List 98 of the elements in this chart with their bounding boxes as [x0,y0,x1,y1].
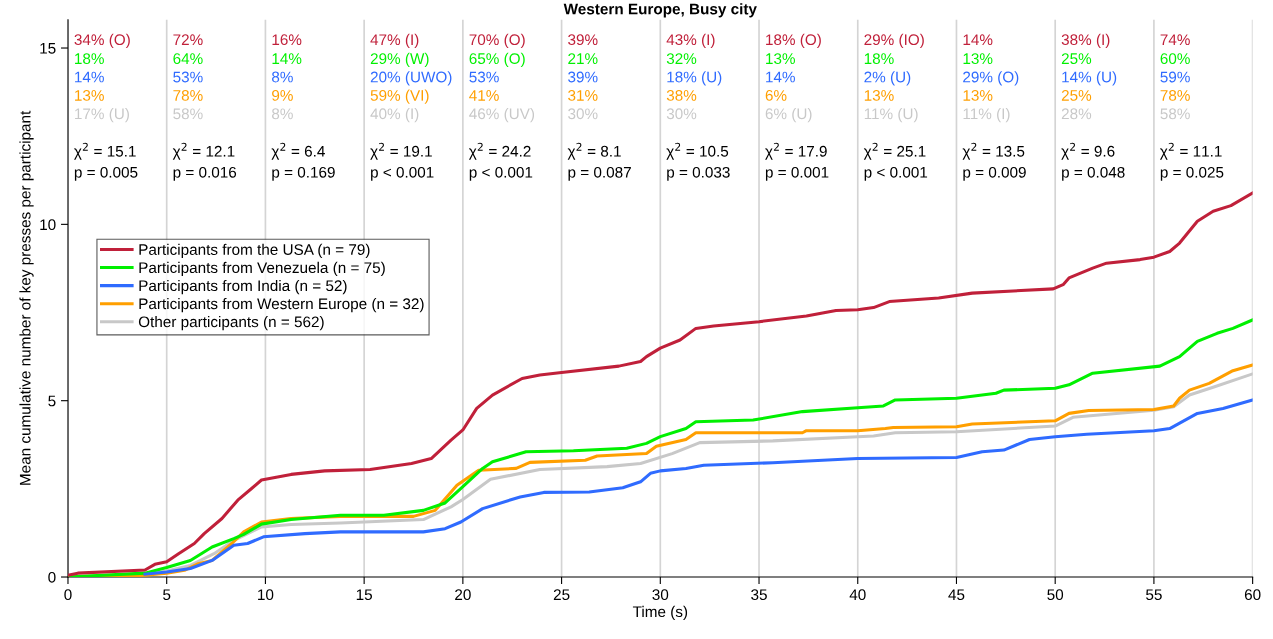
annotation: χ$^{2}$ = 24.2 [468,142,531,160]
annotation: 16% [272,34,302,46]
annotation: 6% [765,89,787,101]
line-series [143,398,1253,576]
annotation: χ$^{2}$ = 15.1 [74,142,136,160]
annotation: 13% [766,53,795,65]
annotation: 14% [766,71,795,83]
x-axis-title: Time (s) [632,605,688,621]
annotation: 38% [666,89,697,101]
annotation: 65% (O) [469,52,525,68]
x-tick-label: 60 [1244,589,1261,601]
annotation: 18% [75,53,104,65]
annotation: 14% [963,34,993,46]
annotation: 39% [568,71,598,83]
annotation: 9% [272,89,293,101]
annotation: p < 0.001 [864,166,928,181]
x-tick-label: 40 [849,589,866,601]
annotation: 20% (UWO) [370,71,452,86]
x-tick-label: 50 [1047,589,1064,601]
annotation: p = 0.048 [1062,166,1125,181]
y-tick-label: 15 [40,43,56,54]
annotation: χ$^{2}$ = 11.1 [1159,142,1222,160]
legend-label: Participants from the USA (n = 79) [139,243,370,259]
annotation: 13% [963,53,993,65]
y-tick-label: 5 [48,395,56,407]
annotation: 53% [173,71,203,83]
annotation: 70% (O) [469,33,525,49]
x-tick-label: 10 [258,589,274,601]
annotation: χ$^{2}$ = 9.6 [1061,142,1115,160]
annotation: p < 0.001 [371,166,434,181]
legend-label: Participants from Venezuela (n = 75) [139,261,385,277]
annotation: 74% [1160,34,1190,46]
annotation: 2% (U) [864,71,911,86]
annotation: 14% [75,71,104,83]
x-tick-label: 5 [163,589,171,601]
annotation: 29% (IO) [864,33,924,49]
annotation: 31% [568,89,598,101]
annotation: 41% [469,90,499,101]
annotation: p = 0.169 [272,166,335,181]
annotation: χ$^{2}$ = 19.1 [370,142,432,160]
annotation: 13% [75,89,104,101]
annotation: p = 0.005 [74,166,138,181]
x-tick-label: 45 [948,589,965,601]
annotation: χ$^{2}$ = 10.5 [666,142,729,160]
x-tick-label: 35 [751,589,767,601]
annotation: 64% [173,53,203,65]
annotation: 14% (U) [1062,71,1117,86]
annotation: 32% [666,53,697,65]
x-tick-label: 55 [1146,589,1162,601]
annotation: 13% [864,89,894,101]
annotation: 59% (VI) [370,89,429,104]
annotation: 53% [469,71,499,83]
annotation: 78% [1160,89,1190,101]
x-tick-label: 30 [652,589,669,601]
annotation: 38% (I) [1061,33,1110,49]
chart-title: Western Europe, Busy city [563,3,757,18]
annotation: 29% (W) [370,52,429,68]
annotation: 78% [173,89,203,101]
annotation: 25% [1061,53,1092,65]
annotation: p = 0.016 [173,166,237,181]
annotation: 72% [173,34,203,46]
annotation: 59% [1160,71,1190,83]
annotation: p = 0.001 [765,166,829,181]
annotation: χ$^{2}$ = 8.1 [567,142,621,160]
x-tick-label: 20 [455,589,471,601]
annotation: 13% [963,89,993,101]
annotation: 39% [568,34,598,46]
annotation: 47% (I) [370,33,419,49]
x-tick-label: 0 [64,589,72,601]
annotation: 8% [272,71,293,83]
annotation: p = 0.009 [963,166,1026,181]
annotation: p = 0.033 [667,166,730,181]
annotation: p = 0.025 [1160,166,1224,181]
annotation: 14% [272,53,302,64]
legend-label: Other participants (n = 562) [138,316,324,331]
x-tick-label: 15 [356,589,372,601]
annotation: p = 0.087 [568,166,631,181]
annotation: 18% (U) [667,71,722,86]
annotation: 18% (O) [766,33,821,49]
annotation: χ$^{2}$ = 12.1 [172,142,235,160]
y-tick-label: 10 [40,219,56,231]
y-axis-title: Mean cumulative number of key presses per participant [19,110,34,485]
annotation: 25% [1061,89,1092,101]
x-tick-label: 25 [553,589,570,601]
annotation: p < 0.001 [469,166,533,181]
y-tick-label: 0 [48,571,56,583]
annotation: χ$^{2}$ = 6.4 [271,142,325,160]
annotation: χ$^{2}$ = 17.9 [765,142,827,160]
legend-label: Participants from Western Europe (n = 32) [139,297,424,313]
annotation: 29% (O) [963,71,1019,86]
annotation: 18% [864,53,894,65]
annotation: 60% [1160,53,1190,65]
legend-label: Participants from India (n = 52) [139,279,347,295]
annotation: 21% [568,53,598,64]
annotation: 34% (O) [74,33,130,49]
annotation: 43% (I) [666,33,715,49]
annotation: χ$^{2}$ = 13.5 [962,142,1025,160]
annotation: χ$^{2}$ = 25.1 [863,142,926,160]
